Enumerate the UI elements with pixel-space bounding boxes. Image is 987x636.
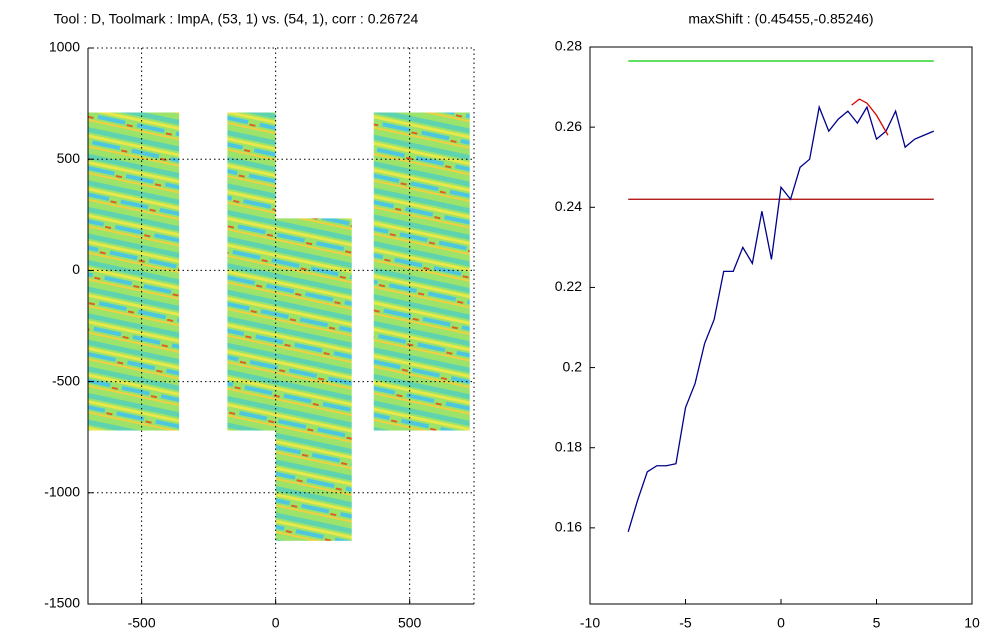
x-tick-label: -10 — [580, 615, 600, 631]
line-series — [851, 98, 889, 136]
y-tick-label: 0 — [72, 261, 80, 277]
image-panel — [88, 112, 180, 431]
x-tick-label: 10 — [964, 615, 980, 631]
image-panel — [275, 218, 352, 541]
y-tick-label: 0.16 — [555, 519, 582, 535]
x-tick-label: -500 — [128, 615, 156, 631]
y-tick-label: 0.22 — [555, 278, 582, 294]
axes-frame — [87, 47, 475, 605]
y-tick-label: 0.18 — [555, 438, 582, 454]
x-tick-label: 0 — [272, 615, 280, 631]
image-panel — [373, 112, 470, 431]
image-panel — [227, 112, 276, 431]
y-tick-label: 0.28 — [555, 38, 582, 54]
y-tick-label: -1500 — [44, 595, 80, 611]
x-tick-label: 0 — [777, 615, 785, 631]
y-tick-label: 1000 — [49, 39, 80, 55]
y-tick-label: -500 — [52, 372, 80, 388]
y-tick-label: 0.24 — [555, 198, 582, 214]
chart-title: Tool : D, Toolmark : ImpA, (53, 1) vs. (… — [54, 11, 419, 27]
chart-title: maxShift : (0.45455,-0.85246) — [688, 11, 873, 27]
y-tick-label: 500 — [57, 150, 81, 166]
x-tick-label: -5 — [679, 615, 692, 631]
x-tick-label: 5 — [873, 615, 881, 631]
y-tick-label: -1000 — [44, 484, 80, 500]
y-tick-label: 0.2 — [563, 358, 583, 374]
y-tick-label: 0.26 — [555, 118, 582, 134]
axes-frame — [589, 46, 973, 605]
line-series — [627, 104, 935, 533]
x-tick-label: 500 — [398, 615, 422, 631]
